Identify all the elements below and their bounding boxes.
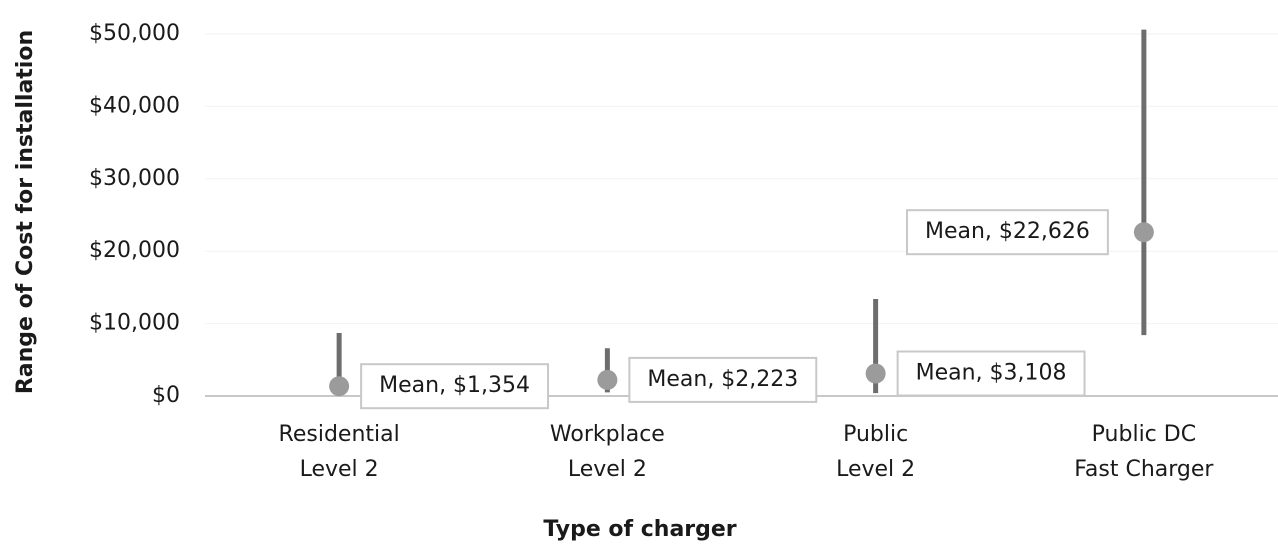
mean-label: Mean, $22,626 [925,219,1090,244]
label-box [896,350,1086,397]
mean-label: Mean, $1,354 [379,373,530,398]
y-tick-label: $0 [152,383,180,408]
x-tick-label: Fast Charger [1074,457,1214,482]
mean-label: Mean, $2,223 [647,367,798,392]
mean-point [865,363,886,384]
x-tick-label: Level 2 [568,457,647,482]
label-box [360,363,550,410]
mean-label: Mean, $3,108 [916,360,1067,385]
y-tick-label: $50,000 [89,21,180,46]
label-box [905,209,1109,256]
mean-point [597,369,618,390]
x-tick-label: Workplace [550,422,665,447]
mean-point [1133,222,1154,243]
x-axis-title: Type of charger [543,517,736,542]
mean-point [329,376,350,397]
x-tick-label: Residential [279,422,400,447]
x-tick-label: Public [843,422,908,447]
y-tick-label: $30,000 [89,166,180,191]
label-box [628,356,818,403]
x-tick-label: Public DC [1092,422,1196,447]
x-tick-label: Level 2 [836,457,915,482]
x-tick-label: Level 2 [300,457,379,482]
y-tick-label: $40,000 [89,93,180,118]
y-tick-label: $20,000 [89,238,180,263]
y-tick-label: $10,000 [89,311,180,336]
y-axis-title: Range of Cost for installation [13,30,38,394]
